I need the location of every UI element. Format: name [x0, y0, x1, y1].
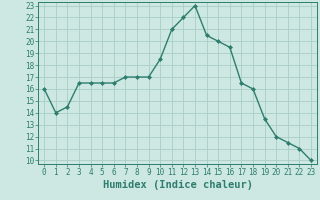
X-axis label: Humidex (Indice chaleur): Humidex (Indice chaleur) — [103, 180, 252, 190]
